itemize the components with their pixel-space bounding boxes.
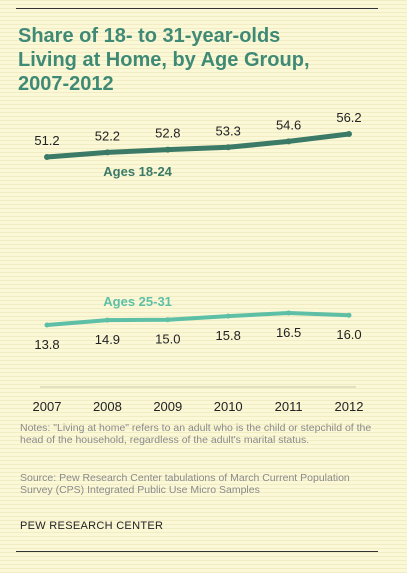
data-label: 51.2: [34, 133, 59, 148]
data-label: 54.6: [276, 117, 301, 132]
x-tick-label: 2009: [153, 399, 182, 414]
x-tick-label: 2011: [275, 399, 303, 414]
series-line-ages-18-24: [44, 131, 352, 160]
bottom-rule: [16, 551, 378, 552]
title-line-3: 2007-2012: [18, 73, 114, 95]
data-point: [225, 144, 232, 151]
data-point: [346, 131, 352, 137]
title-line-1: Share of 18- to 31-year-olds: [18, 25, 281, 47]
data-point: [104, 317, 110, 323]
x-tick-label: 2012: [335, 399, 364, 414]
data-label: 52.8: [155, 126, 180, 141]
data-point: [286, 310, 292, 316]
data-point: [44, 154, 50, 160]
data-label: 16.5: [276, 325, 301, 340]
top-rule: [16, 8, 378, 9]
data-label: 53.3: [216, 123, 241, 138]
data-label: 16.0: [336, 327, 361, 342]
data-label: 14.9: [95, 332, 120, 347]
line-chart: 51.2 52.2 52.8 53.3 54.6 56.2 Ages 18-24 13.8 14…: [33, 110, 364, 414]
series-line-ages-25-31: [45, 311, 351, 327]
x-tick-label: 2008: [93, 399, 122, 414]
data-point: [285, 138, 292, 145]
title-line-2: Living at Home, by Age Group,: [18, 49, 310, 71]
data-label: 15.0: [155, 332, 180, 347]
data-point: [44, 322, 50, 328]
data-point: [346, 312, 352, 318]
data-label: 15.8: [216, 328, 241, 343]
chart-source: Source: Pew Research Center tabulations …: [20, 472, 350, 496]
data-label: 56.2: [336, 110, 361, 125]
data-point: [165, 317, 171, 323]
series-label: Ages 18-24: [103, 164, 172, 179]
data-label: 52.2: [95, 128, 120, 143]
data-point: [104, 149, 111, 156]
x-tick-label: 2010: [214, 399, 243, 414]
chart-title: Share of 18- to 31-year-olds Living at H…: [18, 24, 388, 96]
data-point: [225, 313, 231, 319]
data-label: 13.8: [34, 337, 59, 352]
chart-notes: Notes: "Living at home" refers to an adu…: [20, 422, 372, 446]
footer-brand: PEW RESEARCH CENTER: [20, 520, 164, 532]
x-tick-label: 2007: [33, 399, 62, 414]
series-label: Ages 25-31: [103, 294, 172, 309]
data-point: [164, 146, 171, 153]
